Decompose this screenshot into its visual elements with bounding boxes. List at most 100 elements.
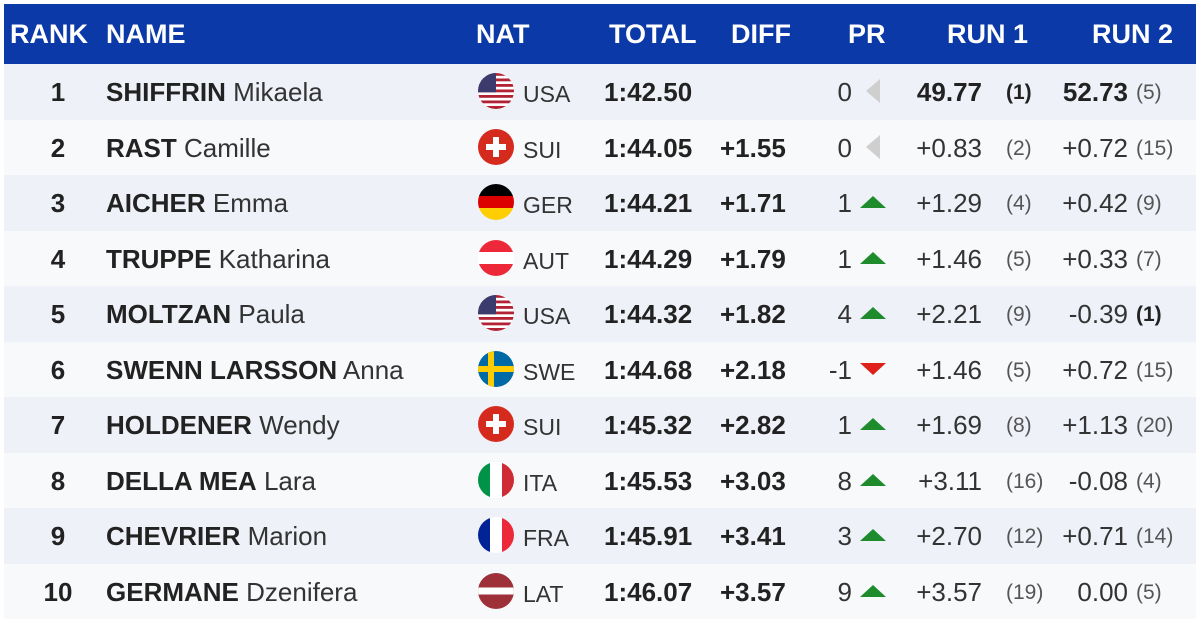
athlete-firstname: Camille — [184, 132, 271, 163]
athlete-name[interactable]: SHIFFRIN Mikaela — [106, 77, 323, 108]
table-row[interactable]: 10 GERMANE Dzenifera LAT 1:46.07 +3.57 9 +3.57… — [4, 563, 1196, 619]
nation-code: AUT — [523, 247, 569, 274]
positions-gained: 4 — [837, 299, 852, 329]
run2-rank: (7) — [1136, 247, 1162, 271]
run1-time: +3.11 — [918, 465, 982, 496]
positions-gained: 1 — [837, 243, 852, 274]
run2-time: +0.72 — [1062, 354, 1128, 385]
total-time: 1:45.32 — [604, 410, 693, 440]
diff-time: +1.71 — [720, 188, 786, 218]
athlete-surname: SWENN LARSSON — [106, 354, 338, 385]
athlete-name[interactable]: TRUPPE Katharina — [106, 244, 330, 275]
rank-cell: 7 — [50, 410, 66, 440]
positions-gained: 8 — [837, 465, 852, 496]
col-run2-header[interactable]: RUN 2 — [1092, 19, 1174, 49]
diff-time: +1.82 — [720, 299, 786, 329]
run1-rank: (4) — [1006, 192, 1032, 215]
diff-time: +3.57 — [720, 576, 786, 607]
positions-gained: 1 — [837, 188, 852, 218]
austria-flag-icon — [478, 239, 514, 276]
athlete-name[interactable]: MOLTZAN Paula — [106, 299, 305, 330]
run1-rank: (16) — [1006, 469, 1044, 493]
run1-rank: (1) — [1006, 81, 1032, 104]
run1-time: 49.77 — [916, 77, 982, 107]
positions-gained: 0 — [837, 132, 852, 163]
table-row[interactable]: 4 TRUPPE Katharina AUT 1:44.29 +1.79 1 +1.46 (5… — [4, 230, 1196, 286]
athlete-name[interactable]: GERMANE Dzenifera — [106, 577, 357, 608]
arrow-left-icon — [866, 134, 880, 159]
athlete-firstname: Paula — [238, 299, 305, 329]
athlete-name[interactable]: SWENN LARSSON Anna — [106, 355, 404, 386]
table-row[interactable]: 5 MOLTZAN Paula USA 1:44.32 +1.82 4 +2.21 (9) -0… — [4, 286, 1196, 342]
total-time: 1:42.50 — [604, 77, 693, 107]
run1-time: +0.83 — [916, 132, 982, 163]
total-time: 1:44.32 — [604, 299, 693, 329]
athlete-name[interactable]: CHEVRIER Marion — [106, 521, 327, 552]
nation-code: USA — [523, 81, 571, 107]
run1-time: +1.29 — [916, 188, 982, 218]
run1-time: +1.46 — [916, 243, 982, 274]
arrow-left-icon — [866, 79, 880, 103]
col-total-header[interactable]: TOTAL — [609, 19, 697, 49]
run2-rank: (5) — [1136, 81, 1162, 104]
run2-time: +1.13 — [1062, 410, 1128, 440]
col-diff-header[interactable]: DIFF — [731, 19, 791, 49]
nation-code: USA — [523, 303, 571, 329]
arrow-up-icon — [860, 307, 886, 319]
run1-rank: (12) — [1006, 525, 1044, 548]
table-row[interactable]: 8 DELLA MEA Lara ITA 1:45.53 +3.03 8 +3.11 (16)… — [4, 452, 1196, 508]
nation-code: SUI — [523, 136, 562, 163]
switzerland-flag-icon — [478, 406, 514, 442]
total-time: 1:44.05 — [604, 132, 693, 163]
athlete-firstname: Marion — [247, 521, 328, 551]
positions-gained: -1 — [828, 354, 852, 385]
diff-time: +2.18 — [720, 354, 786, 385]
athlete-name[interactable]: DELLA MEA Lara — [106, 466, 316, 497]
table-row[interactable]: 1 SHIFFRIN Mikaela USA 1:42.50 0 49.77 (1) 52.7… — [4, 64, 1196, 120]
table-row[interactable]: 7 HOLDENER Wendy SUI 1:45.32 +2.82 1 +1.69 (8) +… — [4, 397, 1196, 453]
athlete-name[interactable]: HOLDENER Wendy — [106, 410, 340, 441]
table-row[interactable]: 2 RAST Camille SUI 1:44.05 +1.55 0 +0.83 (2) +0.… — [4, 119, 1196, 175]
athlete-name[interactable]: RAST Camille — [106, 133, 271, 164]
run1-rank: (2) — [1006, 136, 1032, 160]
arrow-up-icon — [860, 473, 886, 486]
col-name-header[interactable]: NAME — [106, 19, 186, 49]
table-row[interactable]: 3 AICHER Emma GER 1:44.21 +1.71 1 +1.29 (4) +0.4… — [4, 175, 1196, 231]
germany-flag-icon — [478, 184, 514, 220]
athlete-firstname: Anna — [342, 354, 404, 385]
usa-flag-icon — [478, 295, 514, 331]
arrow-up-icon — [860, 251, 886, 264]
run1-rank: (5) — [1006, 247, 1032, 271]
diff-time: +2.82 — [720, 410, 786, 440]
diff-time: +3.03 — [720, 465, 786, 496]
rank-cell: 4 — [50, 243, 66, 274]
athlete-name[interactable]: AICHER Emma — [106, 188, 288, 219]
col-nat-header[interactable]: NAT — [476, 19, 530, 49]
nation-code: FRA — [523, 525, 569, 551]
athlete-surname: TRUPPE — [106, 243, 212, 274]
run1-time: +2.70 — [916, 521, 982, 551]
run2-time: +0.72 — [1062, 132, 1128, 163]
switzerland-flag-icon — [478, 128, 514, 165]
total-time: 1:44.29 — [604, 243, 693, 274]
total-time: 1:46.07 — [604, 576, 693, 607]
rank-cell: 1 — [50, 77, 66, 107]
rank-cell: 8 — [50, 465, 66, 496]
athlete-surname: RAST — [106, 132, 177, 163]
total-time: 1:45.53 — [604, 465, 693, 496]
run2-rank: (5) — [1136, 580, 1162, 604]
col-rank-header[interactable]: RANK — [10, 19, 88, 49]
total-time: 1:44.68 — [604, 354, 693, 385]
athlete-firstname: Emma — [212, 188, 289, 218]
positions-gained: 3 — [837, 521, 852, 551]
col-pr-header[interactable]: PR — [848, 19, 886, 49]
athlete-firstname: Mikaela — [233, 77, 323, 107]
diff-time: +3.41 — [720, 521, 786, 551]
run2-time: -0.08 — [1068, 465, 1128, 496]
run2-rank: (15) — [1136, 358, 1174, 382]
table-row[interactable]: 9 CHEVRIER Marion FRA 1:45.91 +3.41 3 +2.70 (12… — [4, 508, 1196, 564]
arrow-up-icon — [860, 196, 886, 208]
col-run1-header[interactable]: RUN 1 — [947, 19, 1029, 49]
table-row[interactable]: 6 SWENN LARSSON Anna SWE 1:44.68 +2.18 -1 +1.4… — [4, 341, 1196, 397]
rank-cell: 5 — [50, 299, 66, 329]
